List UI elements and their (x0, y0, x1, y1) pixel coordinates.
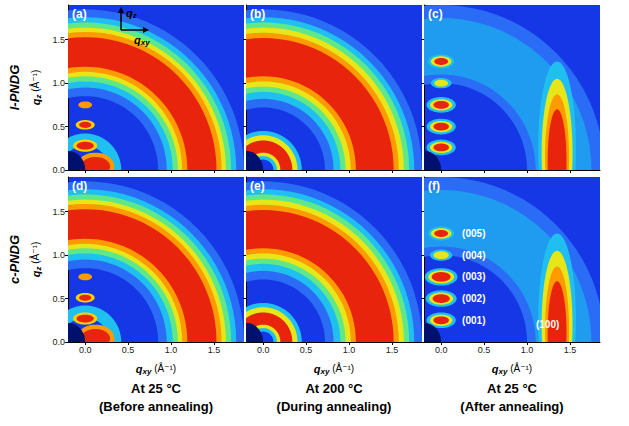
svg-text:xy: xy (498, 367, 508, 376)
svg-text:(c): (c) (428, 7, 443, 21)
svg-text:0.0: 0.0 (52, 337, 65, 347)
svg-text:1.5: 1.5 (208, 345, 221, 355)
svg-text:1.5: 1.5 (386, 345, 399, 355)
svg-text:1.5: 1.5 (52, 35, 65, 45)
svg-text:At 200 °C: At 200 °C (305, 381, 363, 396)
svg-text:0.0: 0.0 (52, 165, 65, 175)
svg-text:(005): (005) (462, 228, 485, 239)
svg-text:0.5: 0.5 (478, 345, 491, 355)
svg-text:0.0: 0.0 (435, 345, 448, 355)
svg-text:(Before annealing): (Before annealing) (99, 399, 213, 414)
svg-text:0.5: 0.5 (300, 345, 313, 355)
svg-text:0.5: 0.5 (52, 122, 65, 132)
svg-text:1.5: 1.5 (564, 345, 577, 355)
svg-text:(Å⁻¹): (Å⁻¹) (29, 242, 41, 267)
svg-text:(Å⁻¹): (Å⁻¹) (29, 70, 41, 95)
svg-text:0.0: 0.0 (257, 345, 270, 355)
svg-text:q: q (29, 98, 42, 106)
svg-text:q: q (126, 6, 133, 19)
svg-text:1.0: 1.0 (343, 345, 356, 355)
svg-text:1.5: 1.5 (52, 207, 65, 217)
svg-text:1.0: 1.0 (521, 345, 534, 355)
svg-text:At 25 °C: At 25 °C (131, 381, 182, 396)
svg-text:xy: xy (142, 367, 152, 376)
svg-text:At 25 °C: At 25 °C (487, 381, 538, 396)
svg-text:(001): (001) (462, 315, 485, 326)
svg-text:(Å⁻¹): (Å⁻¹) (329, 362, 354, 374)
svg-text:(f): (f) (428, 179, 440, 193)
svg-text:q: q (313, 362, 321, 375)
svg-text:(100): (100) (536, 319, 559, 330)
svg-text:xy: xy (140, 38, 150, 47)
svg-text:z: z (33, 94, 43, 99)
svg-text:(d): (d) (72, 179, 87, 193)
svg-text:1.0: 1.0 (52, 78, 65, 88)
svg-text:0.0: 0.0 (79, 345, 92, 355)
svg-text:xy: xy (320, 367, 330, 376)
svg-text:(e): (e) (250, 179, 265, 193)
svg-text:1.0: 1.0 (165, 345, 178, 355)
svg-text:(Å⁻¹): (Å⁻¹) (507, 362, 532, 374)
svg-text:(During annealing): (During annealing) (277, 399, 392, 414)
svg-text:q: q (491, 362, 499, 375)
svg-text:(002): (002) (462, 293, 485, 304)
svg-text:(After annealing): (After annealing) (460, 399, 563, 414)
svg-text:q: q (135, 362, 143, 375)
svg-text:0.5: 0.5 (122, 345, 135, 355)
svg-text:z: z (33, 266, 43, 271)
svg-text:(Å⁻¹): (Å⁻¹) (151, 362, 176, 374)
svg-text:0.5: 0.5 (52, 294, 65, 304)
svg-text:(003): (003) (462, 271, 485, 282)
svg-text:c-PNDG: c-PNDG (7, 235, 22, 284)
svg-text:q: q (134, 33, 141, 46)
svg-text:(b): (b) (250, 7, 265, 21)
svg-text:l-PNDG: l-PNDG (7, 65, 22, 111)
svg-text:q: q (29, 270, 42, 278)
svg-text:1.0: 1.0 (52, 250, 65, 260)
svg-text:z: z (132, 11, 137, 20)
svg-text:(a): (a) (72, 7, 87, 21)
svg-text:(004): (004) (462, 250, 485, 261)
